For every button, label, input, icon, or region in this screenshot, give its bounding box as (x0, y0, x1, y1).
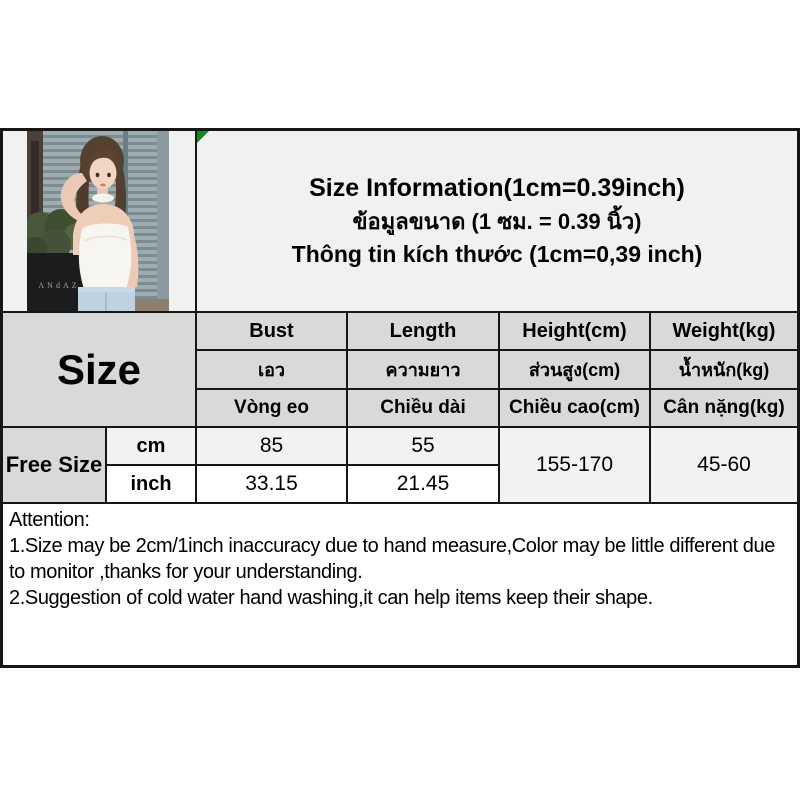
corner-marker-icon (197, 131, 209, 143)
planter-label: ANdAZ (38, 281, 79, 290)
header-height-vi: Chiều cao(cm) (500, 390, 649, 426)
value-bust-inch: 33.15 (197, 466, 346, 502)
header-bust-vi: Vòng eo (197, 390, 346, 426)
size-chart-sheet: ANdAZ (0, 128, 800, 668)
unit-cm: cm (107, 428, 195, 464)
header-bust-th: เอว (197, 351, 346, 388)
photo-cell: ANdAZ (3, 131, 195, 311)
value-weight-range: 45-60 (651, 428, 797, 502)
tube-top (78, 223, 132, 289)
value-bust-cm: 85 (197, 428, 346, 464)
value-height-range: 155-170 (500, 428, 649, 502)
value-length-inch: 21.45 (348, 466, 498, 502)
attention-heading: Attention: (9, 509, 90, 531)
face (89, 157, 117, 189)
attention-item: 2.Suggestion of cold water hand washing,… (9, 587, 653, 609)
title-english: Size Information(1cm=0.39inch) (309, 173, 685, 202)
model-photo: ANdAZ (27, 131, 169, 311)
header-length-vi: Chiều dài (348, 390, 498, 426)
title-vietnamese: Thông tin kích thước (1cm=0,39 inch) (291, 240, 703, 267)
header-height-th: ส่วนสูง(cm) (500, 351, 649, 388)
title-thai: ข้อมูลขนาด (1 ซม. = 0.39 นิ้ว) (352, 208, 642, 234)
header-height-en: Height(cm) (500, 313, 649, 349)
row-label-free-size: Free Size (3, 428, 105, 502)
attention-section: Attention: 1.Size may be 2cm/1inch inacc… (3, 504, 797, 665)
title-cell: Size Information(1cm=0.39inch) ข้อมูลขนา… (197, 131, 797, 311)
size-table: ANdAZ (3, 131, 797, 665)
header-length-en: Length (348, 313, 498, 349)
unit-inch: inch (107, 466, 195, 502)
attention-item: 1.Size may be 2cm/1inch inaccuracy due t… (9, 535, 775, 583)
choker (92, 193, 114, 203)
value-length-cm: 55 (348, 428, 498, 464)
header-weight-en: Weight(kg) (651, 313, 797, 349)
header-weight-th: น้ำหนัก(kg) (651, 351, 797, 388)
header-bust-en: Bust (197, 313, 346, 349)
header-length-th: ความยาว (348, 351, 498, 388)
model-figure (60, 136, 139, 311)
header-weight-vi: Cân nặng(kg) (651, 390, 797, 426)
size-header: Size (3, 313, 195, 426)
